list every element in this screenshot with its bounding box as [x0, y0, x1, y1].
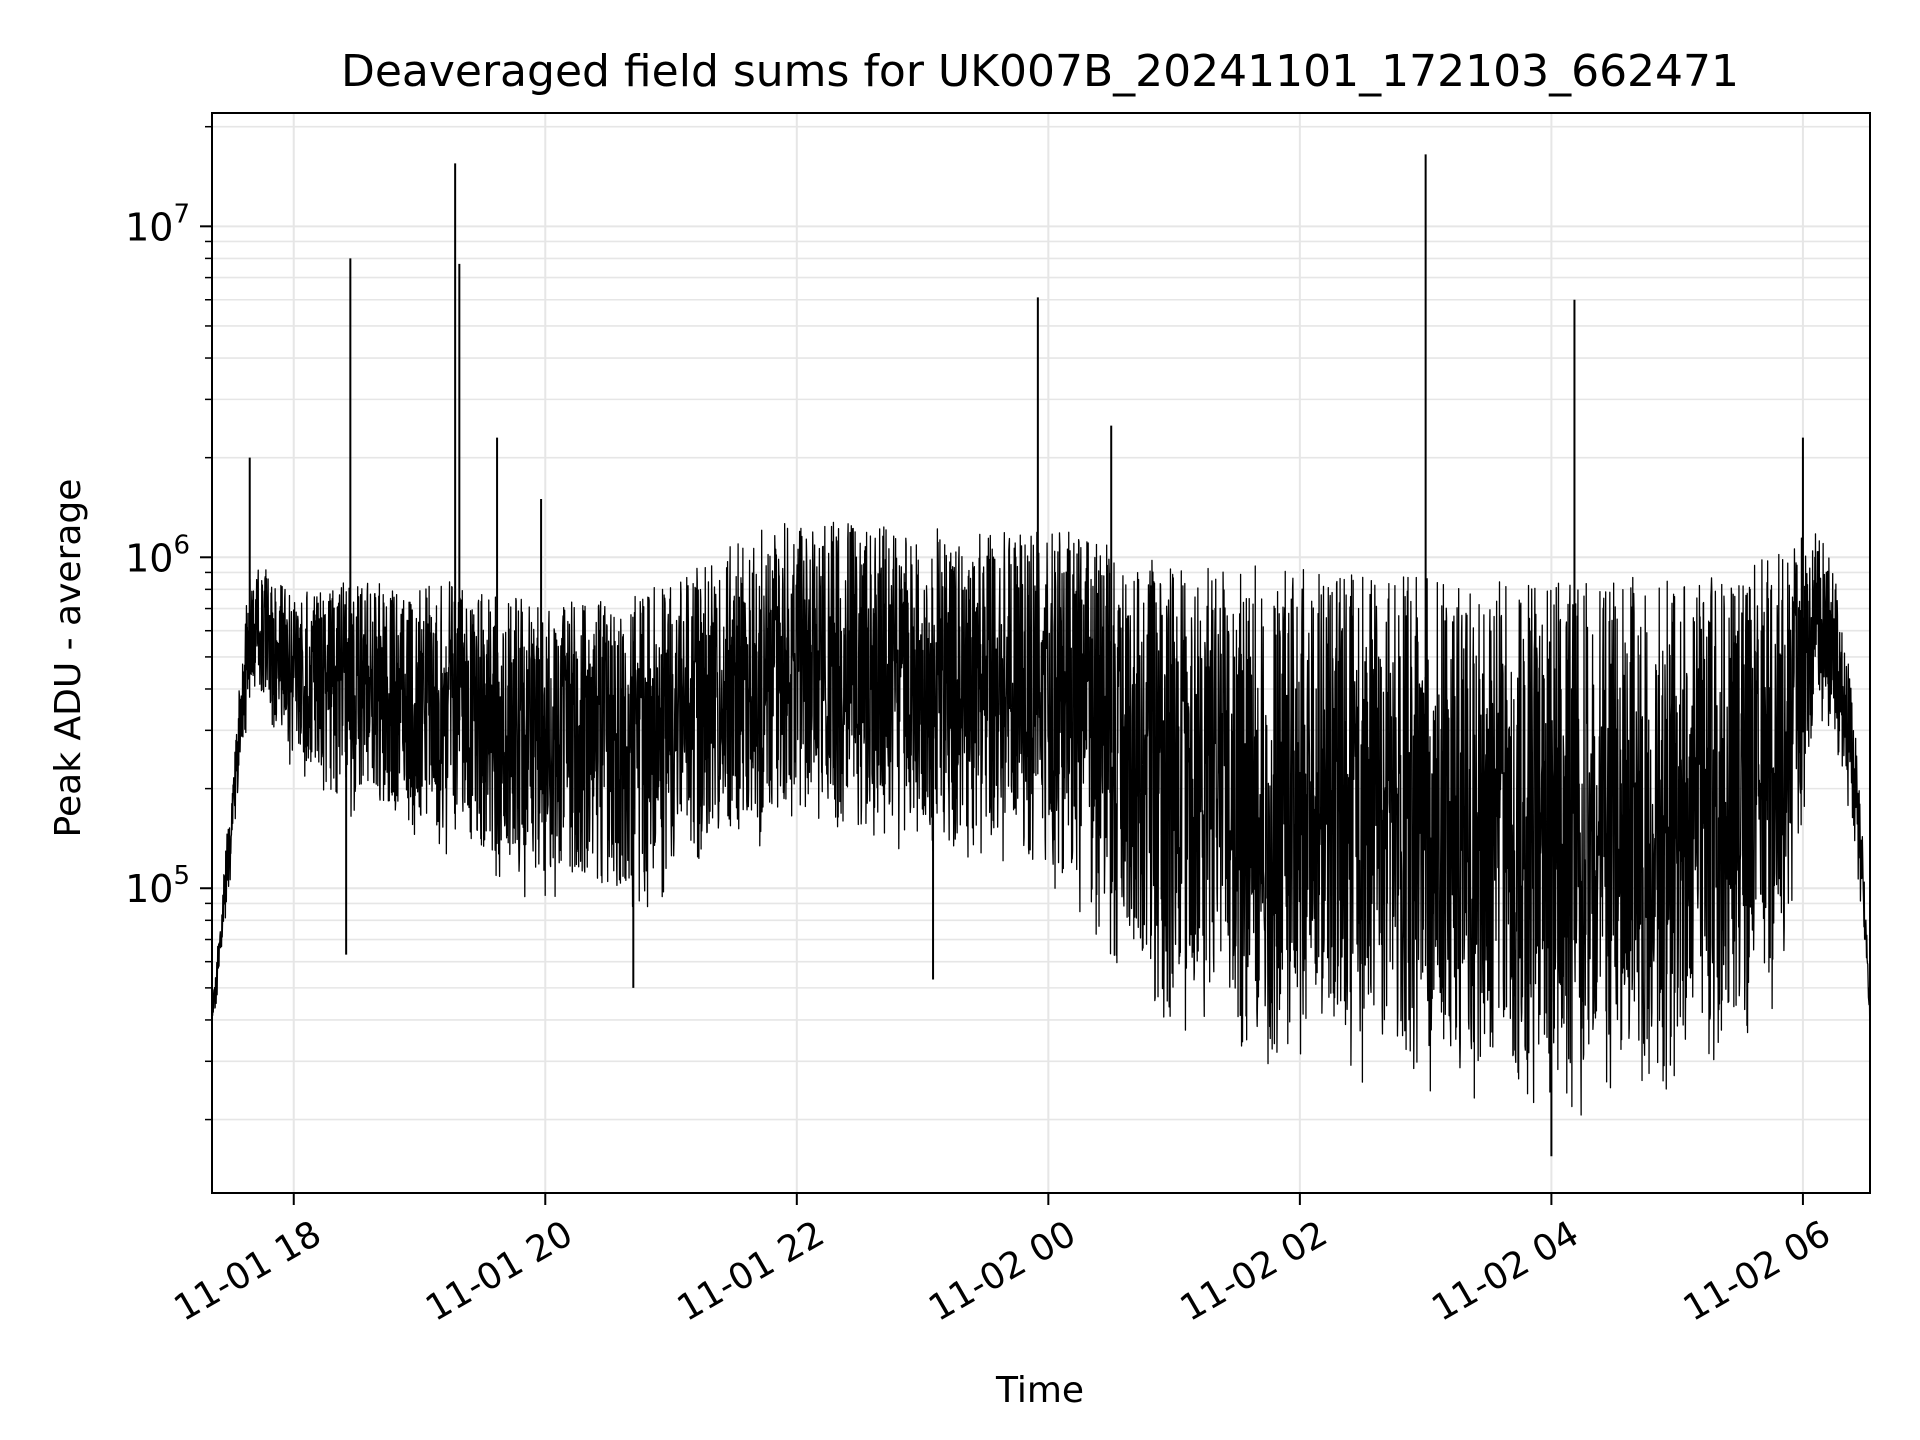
y-tick-label: 106: [125, 530, 190, 580]
y-axis-label: Peak ADU - average: [48, 479, 89, 838]
plot-area: [211, 154, 1871, 1157]
y-tick-label: 105: [125, 861, 190, 911]
series-line: [211, 521, 1871, 1116]
axes-frame: [211, 112, 1871, 1194]
x-axis-label: Time: [995, 1370, 1084, 1411]
chart-title: Deaveraged field sums for UK007B_2024110…: [341, 46, 1739, 97]
y-tick-label: 107: [125, 199, 190, 249]
